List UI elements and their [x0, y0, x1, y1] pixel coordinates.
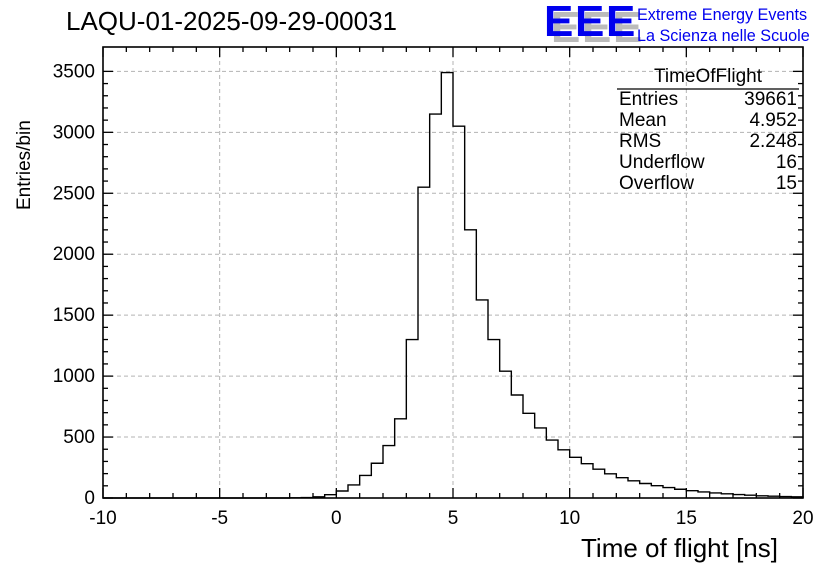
svg-text:E: E [544, 0, 573, 46]
svg-text:Extreme Energy Events: Extreme Energy Events [637, 6, 807, 24]
svg-text:16: 16 [776, 152, 797, 173]
svg-text:5: 5 [448, 508, 459, 529]
svg-text:RMS: RMS [619, 131, 661, 152]
svg-text:Overflow: Overflow [619, 173, 694, 194]
svg-text:1500: 1500 [53, 305, 95, 326]
svg-text:15: 15 [776, 173, 797, 194]
svg-text:TimeOfFlight: TimeOfFlight [654, 66, 763, 87]
svg-text:Entries: Entries [619, 89, 678, 110]
svg-text:0: 0 [331, 508, 342, 529]
svg-text:4.952: 4.952 [749, 110, 797, 131]
svg-text:2.248: 2.248 [749, 131, 797, 152]
svg-text:3500: 3500 [53, 61, 95, 82]
svg-text:E: E [606, 0, 635, 46]
svg-text:E: E [575, 0, 604, 46]
svg-text:-10: -10 [89, 508, 116, 529]
svg-text:0: 0 [84, 488, 95, 509]
svg-text:39661: 39661 [744, 89, 797, 110]
svg-text:Mean: Mean [619, 110, 667, 131]
svg-text:Underflow: Underflow [619, 152, 705, 173]
svg-text:La Scienza nelle Scuole: La Scienza nelle Scuole [637, 27, 810, 45]
svg-text:2000: 2000 [53, 244, 95, 265]
svg-text:10: 10 [559, 508, 580, 529]
svg-text:-5: -5 [211, 508, 228, 529]
svg-text:20: 20 [792, 508, 813, 529]
svg-text:1000: 1000 [53, 366, 95, 387]
svg-text:500: 500 [63, 427, 95, 448]
svg-text:3000: 3000 [53, 122, 95, 143]
svg-text:2500: 2500 [53, 183, 95, 204]
svg-text:15: 15 [676, 508, 697, 529]
